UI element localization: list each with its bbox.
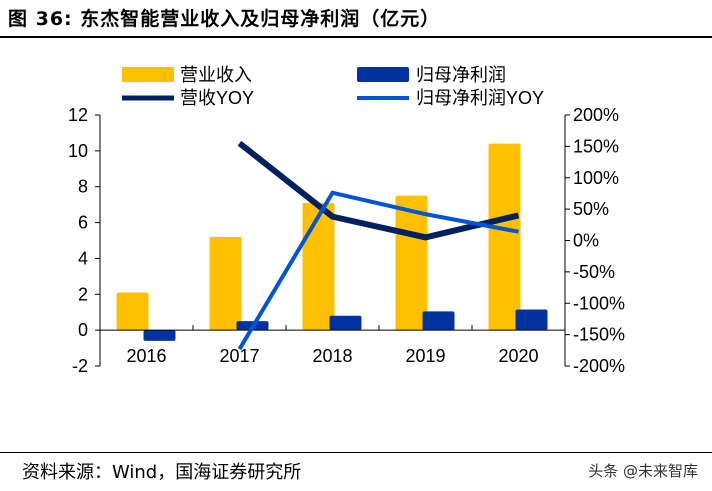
right-tick-label: -200% xyxy=(573,356,625,376)
source-note: 资料来源：Wind，国海证券研究所 xyxy=(22,462,302,483)
revenue-bar xyxy=(395,195,428,331)
legend-label-revenue: 营业收入 xyxy=(180,65,252,85)
right-tick-label: -50% xyxy=(573,262,615,282)
left-tick-label: 10 xyxy=(68,141,88,161)
revenue-bar xyxy=(209,236,242,331)
category-label: 2018 xyxy=(312,346,352,366)
left-tick-label: 8 xyxy=(78,177,88,197)
left-tick-label: -2 xyxy=(72,356,88,376)
category-label: 2017 xyxy=(219,346,259,366)
right-tick-label: -100% xyxy=(573,293,625,313)
category-label: 2020 xyxy=(498,346,538,366)
right-tick-label: 150% xyxy=(573,136,619,156)
category-label: 2016 xyxy=(126,346,166,366)
net-profit-bar xyxy=(329,315,362,331)
category-label: 2019 xyxy=(405,346,445,366)
legend-label-net-profit: 归母净利润 xyxy=(416,65,506,85)
source-rule xyxy=(0,452,712,453)
revenue-yoy-line xyxy=(237,140,520,241)
net-profit-bar xyxy=(515,309,548,331)
left-tick-label: 2 xyxy=(78,284,88,304)
left-tick-label: 12 xyxy=(68,105,88,125)
net-profit-bar xyxy=(143,330,176,341)
left-tick-label: 6 xyxy=(78,213,88,233)
legend-swatch-net-profit xyxy=(357,67,409,82)
figure-title: 图 36: 东杰智能营业收入及归母净利润（亿元） xyxy=(8,8,441,30)
revenue-bar xyxy=(302,202,335,331)
legend-label-net-profit-yoy: 归母净利润YOY xyxy=(416,88,544,108)
net-profit-yoy-line xyxy=(237,190,519,351)
right-tick-label: 100% xyxy=(573,168,619,188)
revenue-bar xyxy=(116,292,149,331)
right-tick-label: 50% xyxy=(573,199,609,219)
legend-swatch-revenue xyxy=(122,67,174,82)
right-tick-label: 200% xyxy=(573,105,619,125)
watermark: 头条 @未来智库 xyxy=(588,462,698,480)
net-profit-bar xyxy=(422,311,455,331)
right-tick-label: 0% xyxy=(573,231,599,251)
legend-label-revenue-yoy: 营收YOY xyxy=(180,88,254,108)
title-rule xyxy=(0,36,712,38)
right-tick-label: -150% xyxy=(573,325,625,345)
left-tick-label: 0 xyxy=(78,320,88,340)
left-tick-label: 4 xyxy=(78,248,88,268)
revenue-bar xyxy=(488,143,521,331)
